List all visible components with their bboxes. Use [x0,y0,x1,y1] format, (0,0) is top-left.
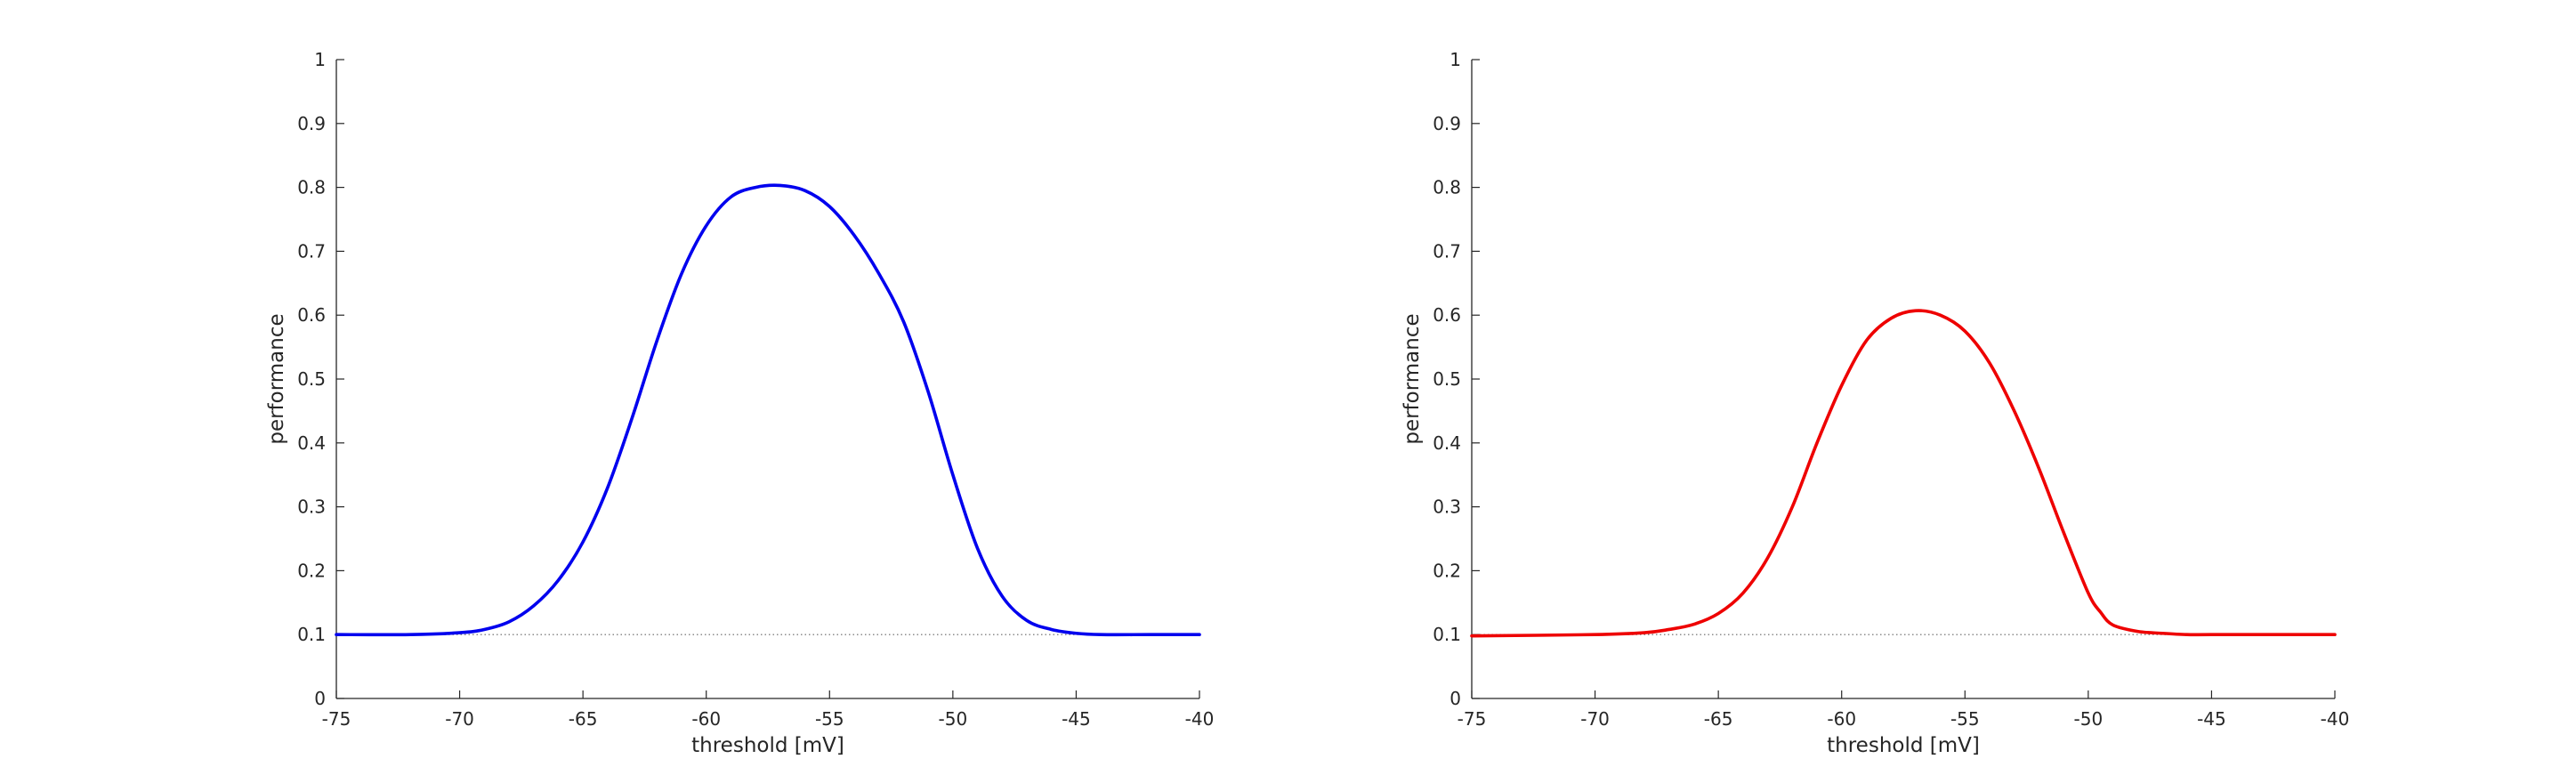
right-chart-series-line [1470,309,2337,638]
left-chart-x-tick-label: -70 [445,708,474,730]
right-chart-x-tick-label: -55 [1950,708,1980,730]
left-chart-x-tick-label: -75 [322,708,351,730]
right-chart-x-tick-label: -40 [2321,708,2350,730]
right-chart-y-tick-label: 0.1 [1433,624,1461,645]
right-chart-y-tick-label: 1 [1450,49,1461,70]
left-chart-y-tick-label: 0.2 [297,560,326,581]
left-chart-y-tick-label: 0.1 [297,624,326,645]
right-chart-y-tick-label: 0.8 [1433,177,1461,198]
right-chart-y-tick-label: 0.9 [1433,113,1461,134]
left-chart-x-tick-label: -55 [815,708,844,730]
right-chart-y-tick-label: 0.6 [1433,304,1461,326]
right-chart-y-tick-label: 0.2 [1433,560,1461,581]
right-chart-xlabel: threshold [mV] [1827,734,1980,757]
left-chart-series-line [335,183,1201,637]
left-chart-y-tick-label: 0 [314,688,326,709]
left-chart-x-tick-label: -60 [691,708,721,730]
left-chart-y-tick-label: 0.4 [297,432,326,454]
right-chart-x-tick-label: -75 [1458,708,1487,730]
right-chart-y-tick-label: 0.7 [1433,240,1461,262]
left-chart-xlabel: threshold [mV] [691,734,844,757]
right-chart-x-tick-label: -50 [2074,708,2104,730]
right-chart-y-tick-label: 0.3 [1433,496,1461,518]
right-chart-y-tick-label: 0 [1450,688,1461,709]
right-chart-x-tick-label: -70 [1580,708,1610,730]
left-chart-y-tick-label: 0.9 [297,113,326,134]
right-chart-ylabel: performance [1401,313,1424,444]
left-chart: -75 -70 -65 -60 -55 -50 -45 -40 0 0.1 0.2 0.3 0.4 0.5… [265,49,1214,757]
right-chart: -75 -70 -65 -60 -55 -50 -45 -40 0 0.1 0.2 0.3 0.4 0.5… [1401,49,2349,757]
right-chart-x-tick-label: -65 [1704,708,1733,730]
right-chart-x-tick-label: -60 [1827,708,1856,730]
right-chart-y-tick-label: 0.5 [1433,368,1461,390]
left-chart-x-tick-label: -65 [569,708,598,730]
left-chart-y-tick-label: 0.8 [297,177,326,198]
left-chart-y-tick-label: 1 [314,49,326,70]
left-chart-y-tick-label: 0.3 [297,496,326,518]
left-chart-y-tick-label: 0.6 [297,304,326,326]
left-chart-x-tick-label: -40 [1185,708,1215,730]
left-chart-y-tick-label: 0.5 [297,368,326,390]
left-chart-x-tick-label: -50 [939,708,968,730]
left-chart-ylabel: performance [265,313,288,444]
left-chart-y-tick-label: 0.7 [297,240,326,262]
right-chart-x-tick-label: -45 [2197,708,2226,730]
right-chart-y-tick-label: 0.4 [1433,432,1461,454]
left-chart-x-tick-label: -45 [1062,708,1091,730]
